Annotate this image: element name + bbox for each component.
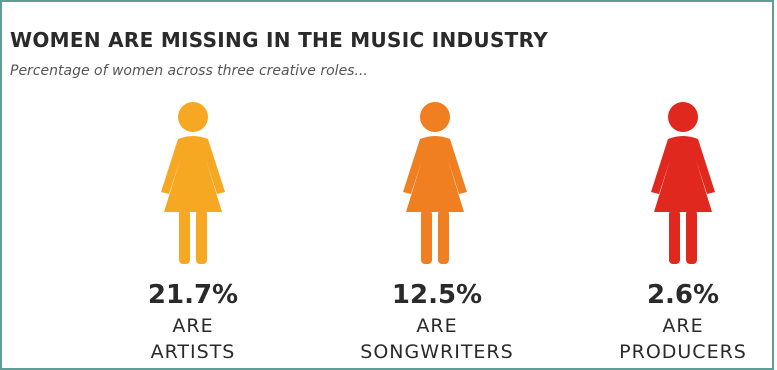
artists-are-label: ARE (172, 315, 214, 337)
chart-title: WOMEN ARE MISSING IN THE MUSIC INDUSTRY (10, 28, 548, 52)
artists-role-label: ARTISTS (150, 341, 236, 363)
songwriters-percentage: 12.5% (391, 280, 483, 310)
producers-are-label: ARE (662, 315, 704, 337)
woman-icon (148, 102, 238, 264)
woman-icon (390, 102, 480, 264)
producers-role-label: PRODUCERS (619, 341, 747, 363)
songwriters-are-label: ARE (416, 315, 458, 337)
chart-subtitle: Percentage of women across three creativ… (10, 63, 368, 79)
woman-icon (638, 102, 728, 264)
woman-icon-songwriters (403, 102, 467, 264)
woman-icon-producers (651, 102, 715, 264)
artists-percentage: 21.7% (147, 280, 239, 310)
woman-icon-artists (161, 102, 225, 264)
producers-percentage: 2.6% (646, 280, 720, 310)
songwriters-role-label: SONGWRITERS (360, 341, 514, 363)
